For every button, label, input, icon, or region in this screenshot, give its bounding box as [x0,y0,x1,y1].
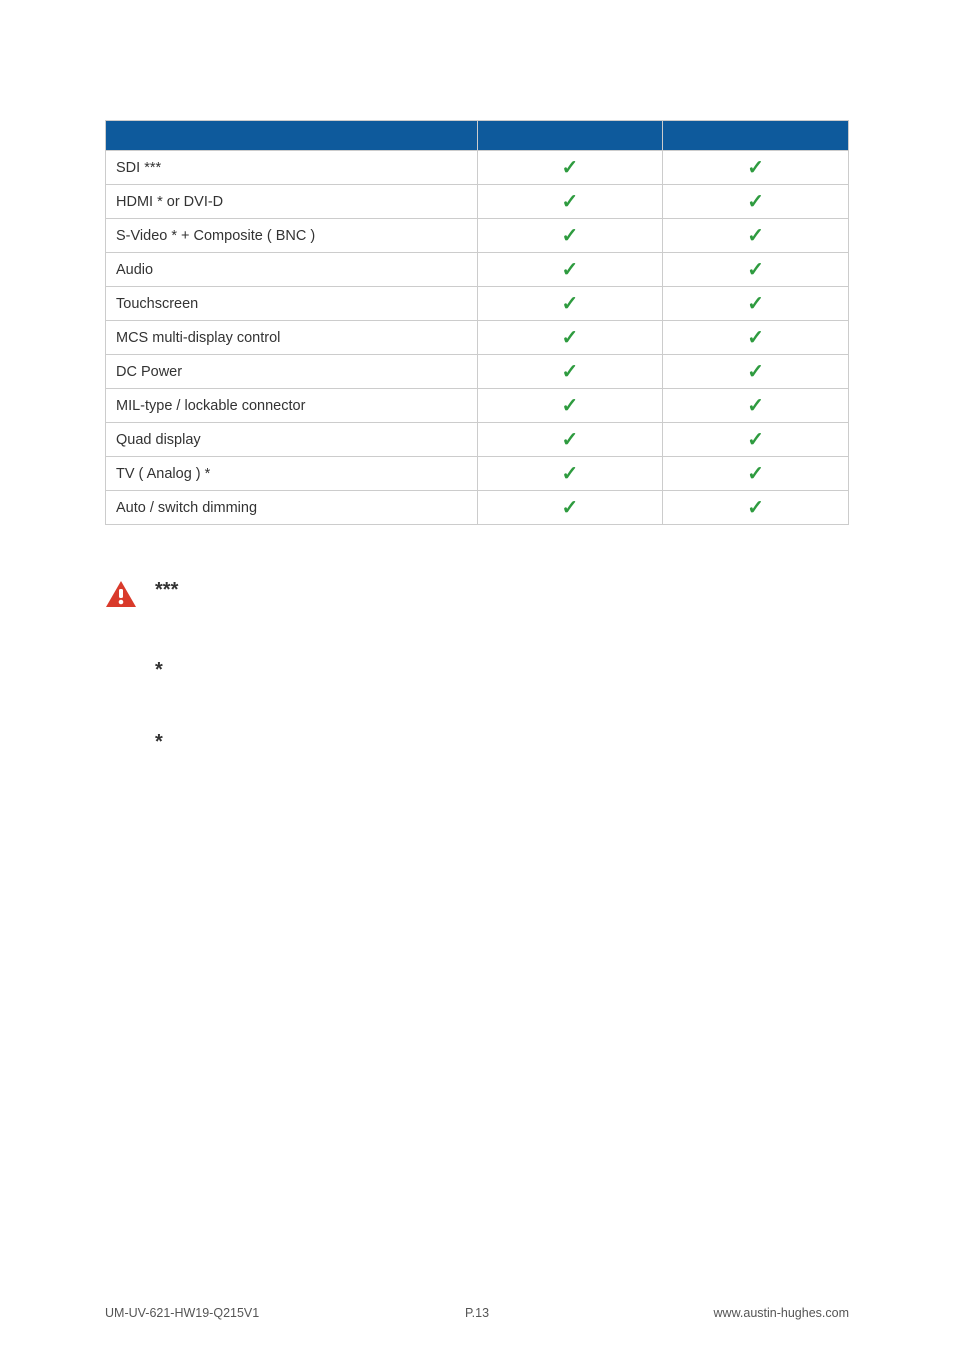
feature-check-col2: ✓ [663,151,849,185]
table-row: Auto / switch dimming ✓ ✓ [106,491,849,525]
check-icon: ✓ [561,497,578,519]
feature-check-col1: ✓ [477,151,663,185]
feature-check-col1: ✓ [477,355,663,389]
note-row-1: *** [105,580,849,608]
feature-check-col2: ✓ [663,355,849,389]
check-icon: ✓ [747,497,764,519]
check-icon: ✓ [747,157,764,179]
feature-check-col1: ✓ [477,457,663,491]
footer-doc-id: UM-UV-621-HW19-Q215V1 [105,1306,259,1320]
check-icon: ✓ [747,327,764,349]
table-header-feature [106,121,478,151]
feature-label: SDI *** [106,151,478,185]
feature-label: DC Power [106,355,478,389]
feature-check-col1: ✓ [477,389,663,423]
note-row-3: * [105,732,849,752]
note-marker-1: *** [155,580,205,600]
footer-url: www.austin-hughes.com [714,1306,849,1320]
check-icon: ✓ [747,225,764,247]
feature-check-col1: ✓ [477,491,663,525]
check-icon: ✓ [561,361,578,383]
feature-check-col1: ✓ [477,287,663,321]
feature-label: Auto / switch dimming [106,491,478,525]
feature-check-col1: ✓ [477,321,663,355]
feature-check-col1: ✓ [477,185,663,219]
table-row: MCS multi-display control ✓ ✓ [106,321,849,355]
feature-label: S-Video * + Composite ( BNC ) [106,219,478,253]
feature-label: MCS multi-display control [106,321,478,355]
table-header-col2 [663,121,849,151]
footer-page-number: P.13 [465,1306,489,1320]
table-row: DC Power ✓ ✓ [106,355,849,389]
check-icon: ✓ [747,259,764,281]
feature-check-col1: ✓ [477,219,663,253]
feature-check-col2: ✓ [663,423,849,457]
feature-label: Touchscreen [106,287,478,321]
feature-check-col2: ✓ [663,287,849,321]
check-icon: ✓ [561,395,578,417]
check-icon: ✓ [561,463,578,485]
feature-check-col1: ✓ [477,423,663,457]
check-icon: ✓ [747,463,764,485]
note-marker-3: * [155,732,205,752]
warning-icon [105,580,137,608]
check-icon: ✓ [561,157,578,179]
check-icon: ✓ [561,429,578,451]
check-icon: ✓ [747,191,764,213]
feature-check-col2: ✓ [663,491,849,525]
check-icon: ✓ [747,429,764,451]
table-row: TV ( Analog ) * ✓ ✓ [106,457,849,491]
note-marker-2: * [155,660,205,680]
feature-check-col2: ✓ [663,219,849,253]
table-header-col1 [477,121,663,151]
feature-check-col2: ✓ [663,457,849,491]
feature-check-col2: ✓ [663,321,849,355]
feature-label: Quad display [106,423,478,457]
feature-label: TV ( Analog ) * [106,457,478,491]
table-row: Audio ✓ ✓ [106,253,849,287]
feature-check-col2: ✓ [663,389,849,423]
table-row: Quad display ✓ ✓ [106,423,849,457]
check-icon: ✓ [747,293,764,315]
feature-check-col2: ✓ [663,253,849,287]
check-icon: ✓ [561,191,578,213]
table-row: HDMI * or DVI-D ✓ ✓ [106,185,849,219]
feature-label: MIL-type / lockable connector [106,389,478,423]
check-icon: ✓ [561,259,578,281]
table-row: Touchscreen ✓ ✓ [106,287,849,321]
note-row-2: * [105,660,849,680]
table-row: S-Video * + Composite ( BNC ) ✓ ✓ [106,219,849,253]
page-footer: UM-UV-621-HW19-Q215V1 P.13 www.austin-hu… [0,1306,954,1320]
feature-label: Audio [106,253,478,287]
notes-section: *** * * [105,580,849,752]
check-icon: ✓ [561,225,578,247]
table-row: MIL-type / lockable connector ✓ ✓ [106,389,849,423]
table-row: SDI *** ✓ ✓ [106,151,849,185]
check-icon: ✓ [747,395,764,417]
check-icon: ✓ [561,293,578,315]
feature-label: HDMI * or DVI-D [106,185,478,219]
options-table: SDI ***✓✓HDMI * or DVI-D✓✓S-Video * + Co… [105,120,849,525]
check-icon: ✓ [747,361,764,383]
feature-check-col1: ✓ [477,253,663,287]
feature-check-col2: ✓ [663,185,849,219]
check-icon: ✓ [561,327,578,349]
